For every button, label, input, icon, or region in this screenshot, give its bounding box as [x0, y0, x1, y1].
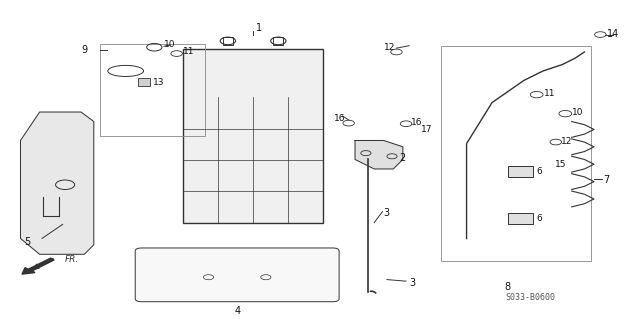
Text: 13: 13 — [153, 78, 164, 86]
Text: 10: 10 — [572, 108, 583, 117]
Text: 11: 11 — [544, 89, 556, 98]
Text: 17: 17 — [420, 125, 432, 134]
Text: S033-B0600: S033-B0600 — [506, 293, 556, 302]
Polygon shape — [20, 112, 94, 254]
Polygon shape — [355, 140, 403, 169]
Text: 14: 14 — [607, 29, 619, 39]
Bar — [100, 44, 205, 136]
Text: 2: 2 — [399, 153, 406, 163]
Text: 5: 5 — [24, 237, 30, 247]
Text: 1: 1 — [257, 23, 262, 33]
Text: 16: 16 — [410, 118, 422, 127]
Bar — [223, 37, 233, 45]
Text: 9: 9 — [81, 45, 87, 56]
Text: 3: 3 — [409, 278, 415, 288]
Text: 7: 7 — [604, 175, 610, 185]
FancyBboxPatch shape — [135, 248, 339, 302]
Bar — [508, 213, 534, 224]
FancyArrow shape — [22, 258, 54, 274]
Bar — [508, 166, 534, 177]
Text: 11: 11 — [183, 48, 195, 56]
Text: 6: 6 — [537, 214, 543, 223]
Bar — [441, 46, 591, 261]
Text: 12: 12 — [561, 137, 572, 145]
Text: 10: 10 — [164, 40, 175, 48]
Text: 6: 6 — [537, 167, 543, 176]
Text: 16: 16 — [334, 114, 346, 123]
Text: 4: 4 — [234, 306, 240, 316]
Text: 12: 12 — [384, 43, 395, 52]
Bar — [138, 78, 150, 86]
Text: 15: 15 — [554, 160, 566, 169]
Text: 8: 8 — [505, 283, 511, 293]
Bar — [273, 37, 284, 45]
Text: 3: 3 — [384, 208, 390, 218]
Bar — [183, 49, 323, 223]
Text: FR.: FR. — [65, 255, 79, 263]
